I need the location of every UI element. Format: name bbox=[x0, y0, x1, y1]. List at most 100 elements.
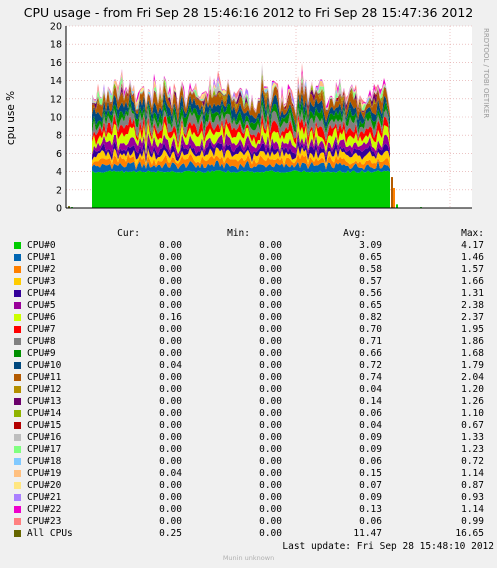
area-cpu4 bbox=[92, 138, 390, 164]
legend-swatch bbox=[14, 266, 21, 273]
legend-value-max: 0.87 bbox=[461, 480, 484, 491]
legend-value-min: 0.00 bbox=[259, 456, 282, 467]
legend-value-avg: 0.13 bbox=[359, 504, 382, 515]
legend-label: CPU#4 bbox=[27, 288, 56, 299]
legend-swatch bbox=[14, 290, 21, 297]
y-tick-label: 16 bbox=[50, 58, 62, 69]
legend-label: CPU#0 bbox=[27, 240, 56, 251]
legend-value-max: 0.72 bbox=[461, 456, 484, 467]
area-cpu22 bbox=[92, 63, 390, 114]
legend-value-avg: 0.71 bbox=[359, 336, 382, 347]
legend-swatch bbox=[14, 530, 21, 537]
legend-value-avg: 0.70 bbox=[359, 324, 382, 335]
area-edge-sample bbox=[391, 177, 393, 208]
legend-value-min: 0.00 bbox=[259, 252, 282, 263]
area-cpu12 bbox=[92, 78, 390, 117]
legend-value-min: 0.00 bbox=[259, 480, 282, 491]
legend-value-max: 1.23 bbox=[461, 444, 484, 455]
legend-value-cur: 0.00 bbox=[159, 240, 182, 251]
legend-swatch bbox=[14, 326, 21, 333]
footer-text: Munin unknown bbox=[222, 554, 275, 562]
legend-value-min: 0.00 bbox=[259, 432, 282, 443]
area-cpu0 bbox=[92, 170, 390, 208]
legend-label: CPU#10 bbox=[27, 360, 62, 371]
legend-label: CPU#5 bbox=[27, 300, 56, 311]
legend-value-max: 1.79 bbox=[461, 360, 484, 371]
legend-value-min: 0.00 bbox=[259, 324, 282, 335]
y-tick-labels: 0 2 4 6 8 10 12 14 16 18 20 bbox=[50, 22, 62, 215]
area-cpu9 bbox=[92, 97, 390, 136]
legend-value-min: 0.00 bbox=[259, 288, 282, 299]
legend-label: CPU#15 bbox=[27, 420, 62, 431]
legend-value-avg: 0.57 bbox=[359, 276, 382, 287]
legend-label: CPU#2 bbox=[27, 264, 56, 275]
legend-value-max: 1.57 bbox=[461, 264, 484, 275]
area-cpu8 bbox=[92, 104, 390, 146]
legend-value-min: 0.00 bbox=[259, 240, 282, 251]
legend-header-avg: Avg: bbox=[343, 228, 366, 239]
legend-value-max: 1.95 bbox=[461, 324, 484, 335]
legend-value-cur: 0.00 bbox=[159, 432, 182, 443]
legend-value-cur: 0.25 bbox=[159, 528, 182, 539]
y-tick-label: 2 bbox=[56, 185, 62, 196]
legend-value-cur: 0.00 bbox=[159, 276, 182, 287]
legend-value-cur: 0.00 bbox=[159, 372, 182, 383]
legend-label: CPU#1 bbox=[27, 252, 56, 263]
legend-swatch bbox=[14, 506, 21, 513]
legend-value-cur: 0.04 bbox=[159, 468, 182, 479]
legend-label: CPU#20 bbox=[27, 480, 62, 491]
legend-swatch bbox=[14, 302, 21, 309]
legend-value-max: 1.86 bbox=[461, 336, 484, 347]
legend-value-min: 0.00 bbox=[259, 372, 282, 383]
legend-value-min: 0.00 bbox=[259, 492, 282, 503]
legend-value-min: 0.00 bbox=[259, 504, 282, 515]
legend-swatch bbox=[14, 410, 21, 417]
legend-value-avg: 0.82 bbox=[359, 312, 382, 323]
legend-label: CPU#9 bbox=[27, 348, 56, 359]
legend-label: All CPUs bbox=[27, 528, 73, 539]
legend-value-max: 1.20 bbox=[461, 384, 484, 395]
legend-value-max: 1.68 bbox=[461, 348, 484, 359]
legend-value-avg: 0.56 bbox=[359, 288, 382, 299]
legend-label: CPU#22 bbox=[27, 504, 62, 515]
legend-value-min: 0.00 bbox=[259, 360, 282, 371]
legend-value-max: 1.33 bbox=[461, 432, 484, 443]
legend-value-avg: 11.47 bbox=[353, 528, 382, 539]
legend-value-min: 0.00 bbox=[259, 336, 282, 347]
legend-value-avg: 3.09 bbox=[359, 240, 382, 251]
legend-value-min: 0.00 bbox=[259, 396, 282, 407]
cpu-usage-chart: 0 2 4 6 8 10 12 14 16 18 20 cpu use % RRDTOOL / TO… bbox=[5, 22, 490, 215]
legend-value-cur: 0.00 bbox=[159, 252, 182, 263]
legend-value-max: 1.10 bbox=[461, 408, 484, 419]
legend-value-avg: 0.74 bbox=[359, 372, 382, 383]
legend-value-cur: 0.00 bbox=[159, 480, 182, 491]
legend-value-cur: 0.00 bbox=[159, 324, 182, 335]
legend-swatch bbox=[14, 362, 21, 369]
legend-value-cur: 0.00 bbox=[159, 516, 182, 527]
legend-value-avg: 0.06 bbox=[359, 456, 382, 467]
legend-value-cur: 0.04 bbox=[159, 360, 182, 371]
legend-value-min: 0.00 bbox=[259, 384, 282, 395]
area-edge-sample bbox=[396, 204, 398, 208]
legend-value-avg: 0.58 bbox=[359, 264, 382, 275]
legend-swatch bbox=[14, 398, 21, 405]
legend-value-max: 1.66 bbox=[461, 276, 484, 287]
legend-value-avg: 0.07 bbox=[359, 480, 382, 491]
legend-label: CPU#11 bbox=[27, 372, 62, 383]
legend-value-max: 1.46 bbox=[461, 252, 484, 263]
legend-value-max: 1.31 bbox=[461, 288, 484, 299]
legend-value-avg: 0.06 bbox=[359, 516, 382, 527]
area-cpu6 bbox=[92, 118, 390, 155]
legend-label: CPU#8 bbox=[27, 336, 56, 347]
legend-value-cur: 0.00 bbox=[159, 384, 182, 395]
area-cpu5 bbox=[92, 129, 390, 159]
legend-value-max: 2.04 bbox=[461, 372, 484, 383]
legend-label: CPU#6 bbox=[27, 312, 56, 323]
legend-label: CPU#12 bbox=[27, 384, 62, 395]
legend-value-min: 0.00 bbox=[259, 300, 282, 311]
legend-value-cur: 0.00 bbox=[159, 336, 182, 347]
legend-swatch bbox=[14, 434, 21, 441]
legend-value-max: 4.17 bbox=[461, 240, 484, 251]
legend-value-max: 2.37 bbox=[461, 312, 484, 323]
legend-value-max: 2.38 bbox=[461, 300, 484, 311]
